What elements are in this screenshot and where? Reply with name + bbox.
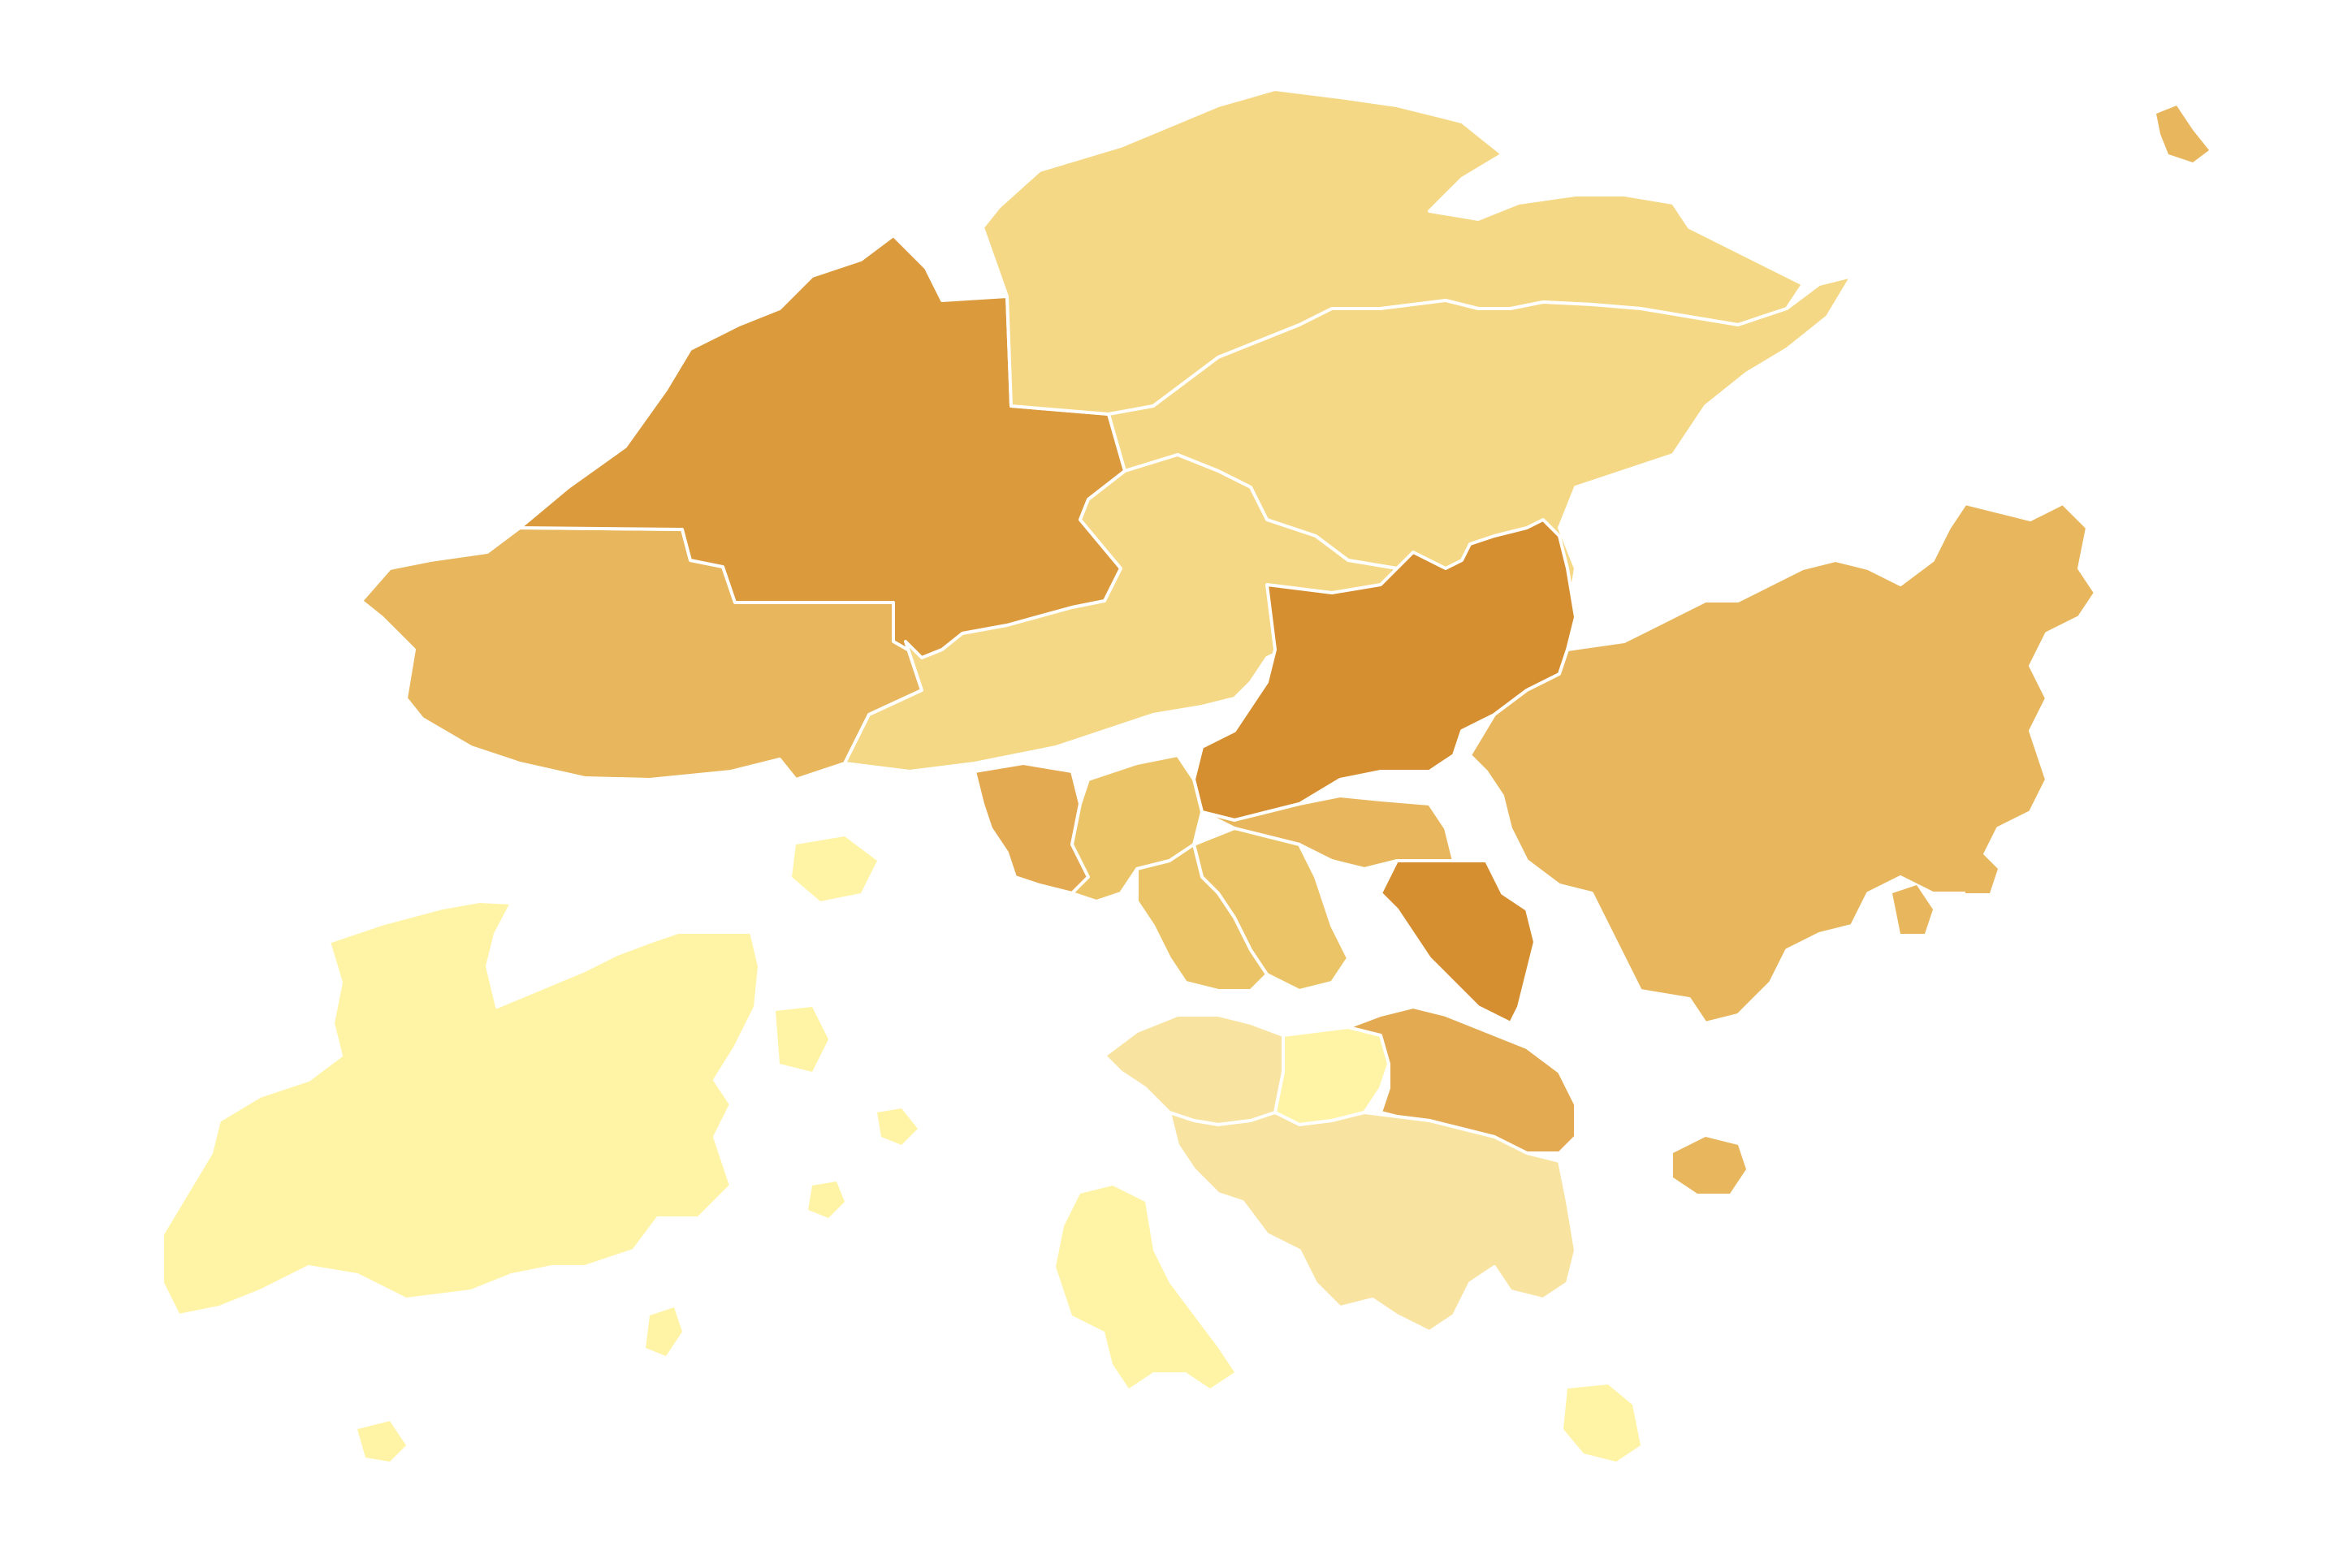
district-sai-kung[interactable] bbox=[1468, 502, 2097, 1025]
islet-lamma bbox=[1056, 1186, 1234, 1389]
islet-peng-chau bbox=[808, 1181, 845, 1218]
islet-far-east bbox=[2156, 106, 2209, 162]
islet-soko bbox=[357, 1421, 406, 1462]
district-wan-chai[interactable] bbox=[1273, 1026, 1390, 1126]
islet-chek-lap-kok-west bbox=[792, 836, 877, 901]
islet-basalt bbox=[1957, 853, 1998, 893]
district-tsuen-wan[interactable] bbox=[843, 453, 1399, 773]
islet-ma-wan bbox=[776, 1007, 828, 1072]
islet-tung-lung bbox=[1673, 1137, 1746, 1194]
district-kwai-tsing[interactable] bbox=[973, 762, 1090, 895]
islet-po-toi bbox=[1563, 1384, 1641, 1462]
district-islands-group bbox=[161, 836, 1641, 1462]
district-islands[interactable] bbox=[161, 900, 761, 1317]
district-kwun-tong[interactable] bbox=[1379, 859, 1537, 1025]
district-yau-tsim-mong[interactable] bbox=[1135, 843, 1269, 992]
islet-cheung-chau bbox=[646, 1307, 682, 1356]
islet-high-island bbox=[1892, 885, 1933, 934]
islet-hei-ling-chau bbox=[877, 1108, 918, 1145]
district-central-western[interactable] bbox=[1103, 1013, 1285, 1126]
district-southern[interactable] bbox=[1168, 1111, 1577, 1333]
sai-kung-islets-group bbox=[1673, 106, 2209, 1194]
